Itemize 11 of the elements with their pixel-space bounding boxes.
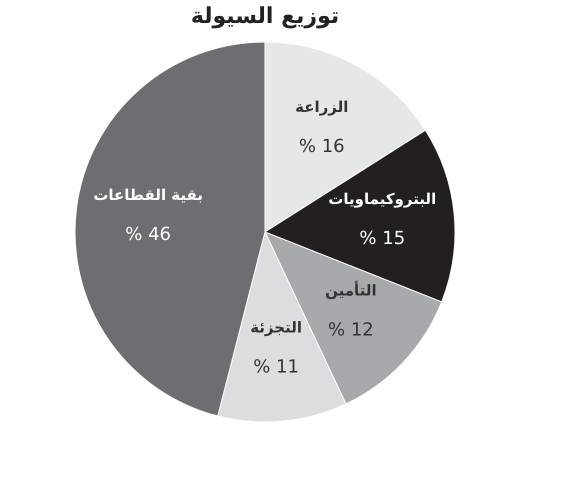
slice-label: البتروكيماويات (328, 190, 436, 208)
data-label: % 12 (328, 320, 374, 341)
chart-title: توزيع السيولة (190, 4, 340, 29)
slice-label: بقية القطاعات (93, 186, 203, 204)
data-label: % 11 (253, 356, 299, 378)
data-label: % 16 (298, 136, 345, 157)
slice-label: الزراعة (295, 98, 348, 116)
data-label: % 46 (125, 224, 171, 246)
slice-label: التأمين (325, 280, 377, 300)
data-label: % 15 (359, 228, 406, 249)
slice-label: التجزئة (250, 318, 302, 336)
